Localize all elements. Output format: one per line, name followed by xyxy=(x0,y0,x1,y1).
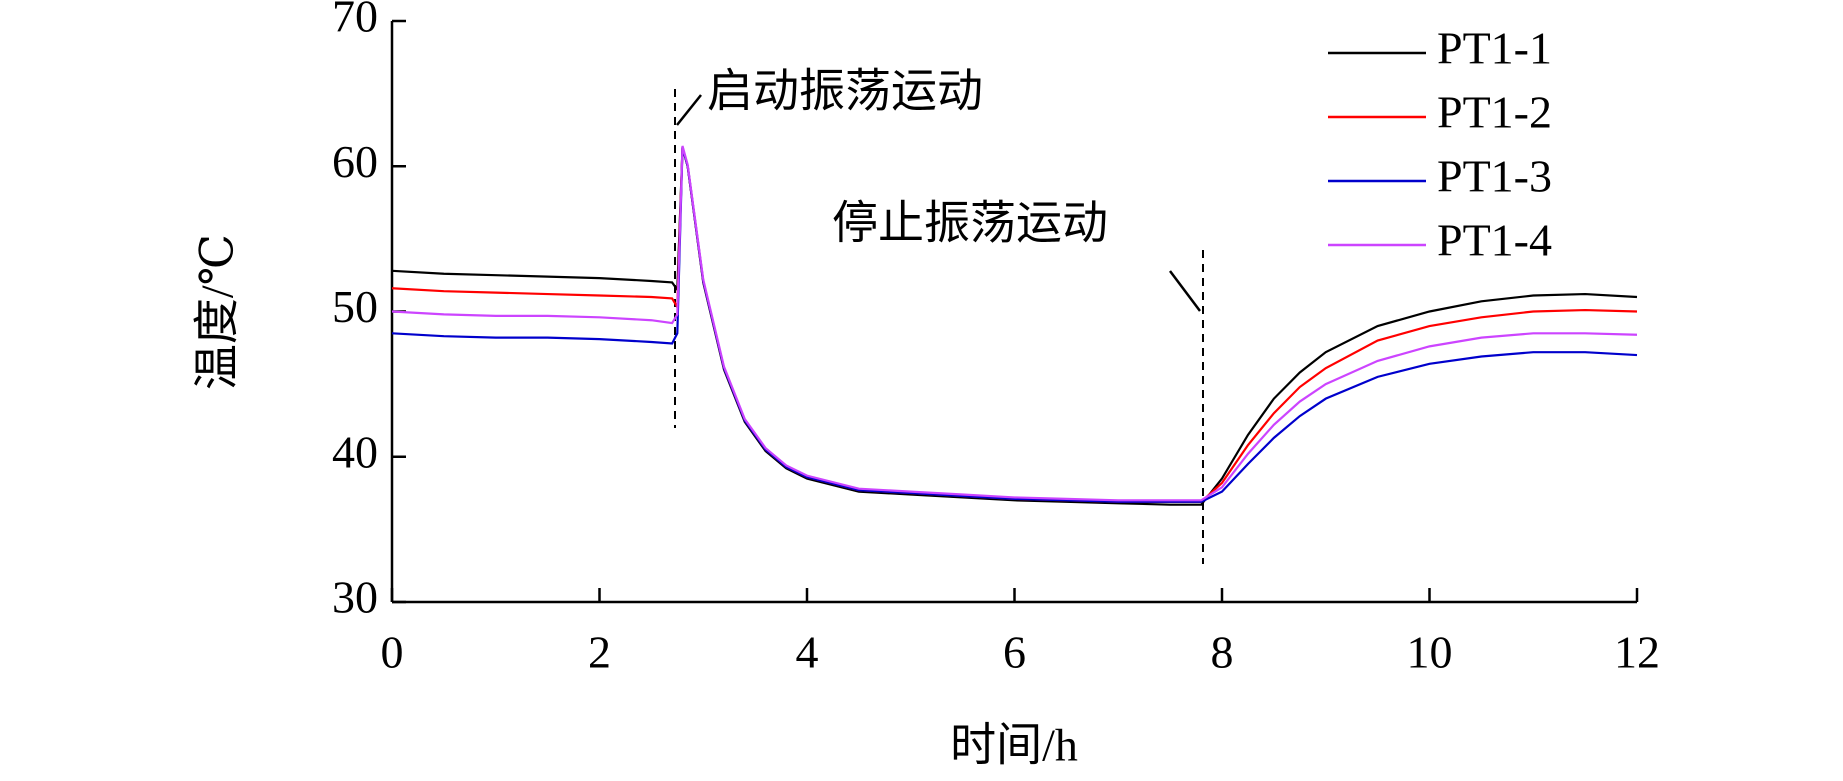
legend-label: PT1-1 xyxy=(1437,23,1552,74)
y-axis-label: 温度/℃ xyxy=(192,234,243,390)
series-line xyxy=(391,145,1638,502)
x-tick-label: 6 xyxy=(1003,627,1026,678)
legend-label: PT1-4 xyxy=(1437,215,1552,266)
annotation-pointer xyxy=(1169,270,1201,312)
legend-label: PT1-2 xyxy=(1437,87,1552,138)
y-tick-label: 30 xyxy=(332,572,378,623)
legend-label: PT1-3 xyxy=(1437,151,1552,202)
x-tick-label: 4 xyxy=(796,627,819,678)
x-tick-label: 10 xyxy=(1407,627,1453,678)
x-tick-label: 0 xyxy=(381,627,404,678)
x-axis-label: 时间/h xyxy=(950,720,1078,771)
y-tick-label: 70 xyxy=(332,0,378,42)
y-tick-label: 40 xyxy=(332,426,378,477)
x-tick-label: 12 xyxy=(1614,627,1660,678)
series-line xyxy=(391,147,1638,503)
y-tick-label: 60 xyxy=(332,136,378,187)
annotation: 停止振荡运动 xyxy=(832,198,1108,249)
x-tick-label: 8 xyxy=(1211,627,1234,678)
series-line xyxy=(391,147,1638,506)
annotation-pointer xyxy=(676,94,702,126)
y-tick-label: 50 xyxy=(332,281,378,332)
annotation: 启动振荡运动 xyxy=(707,66,983,117)
x-tick-label: 2 xyxy=(588,627,611,678)
